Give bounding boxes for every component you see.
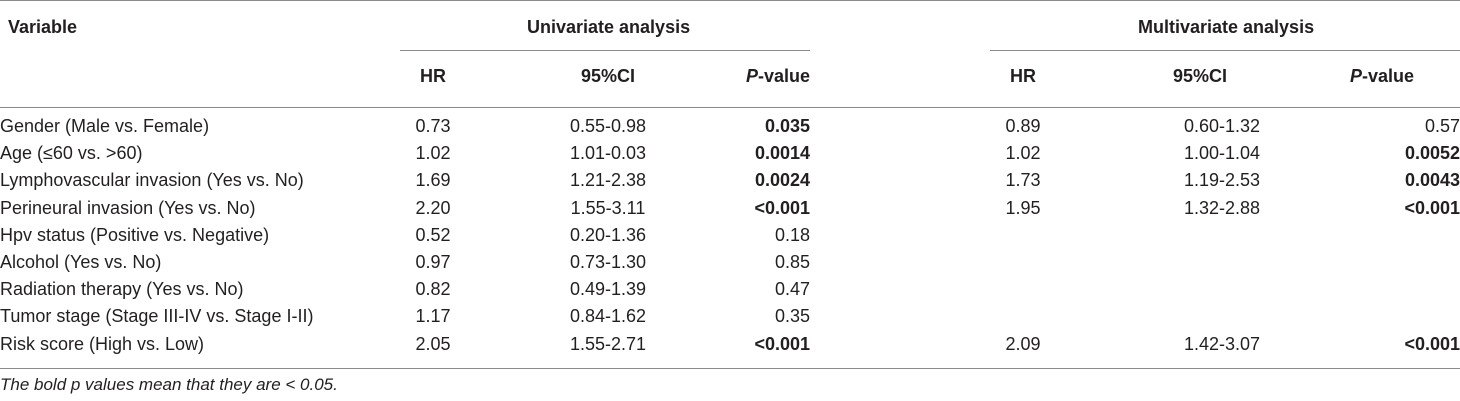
univariate-pvalue-cell: 0.47 [774,279,810,299]
univariate-hr-cell: 0.97 [415,252,451,272]
univariate-ci-cell: 0.84-1.62 [569,306,647,326]
univariate-hr-cell: 2.05 [415,334,451,354]
univariate-hr-cell: 1.69 [415,170,451,190]
univariate-ci-cell: 1.55-2.71 [569,334,647,354]
multivariate-pvalue-cell: <0.001 [1404,334,1460,354]
univariate-hr-cell: 2.20 [415,198,451,218]
row-variable-cell: Tumor stage (Stage III-IV vs. Stage I-II… [0,306,314,326]
univariate-pvalue-cell: 0.035 [764,116,810,136]
row-variable-cell: Alcohol (Yes vs. No) [0,252,162,272]
multivariate-ci-cell: 1.00-1.04 [1183,143,1260,163]
univariate-ci-header: 95%CI [580,66,636,86]
multivariate-pvalue-cell: <0.001 [1404,198,1460,218]
univariate-pvalue-cell: 0.0024 [754,170,810,190]
multivariate-pvalue-header: P-value [1349,66,1414,86]
multivariate-ci-cell: 1.42-3.07 [1183,334,1260,354]
row-variable-cell: Risk score (High vs. Low) [0,334,205,354]
table-top-rule [0,0,1460,1]
row-variable-cell: Age (≤60 vs. >60) [0,143,143,163]
variable-header: Variable [8,17,78,37]
univariate-header: Univariate analysis [527,17,691,37]
multivariate-hr-cell: 1.02 [1005,143,1041,163]
univariate-pvalue-cell: <0.001 [754,198,810,218]
multivariate-hr-cell: 2.09 [1005,334,1041,354]
multivariate-hr-header: HR [1010,66,1036,86]
univariate-hr-cell: 0.52 [415,225,451,245]
row-variable-cell: Lymphovascular invasion (Yes vs. No) [0,170,304,190]
univariate-hr-cell: 0.82 [415,279,451,299]
row-variable-cell: Radiation therapy (Yes vs. No) [0,279,244,299]
univariate-pvalue-header: P-value [745,66,810,86]
univariate-ci-cell: 1.01-0.03 [569,143,647,163]
univariate-hr-cell: 1.02 [415,143,451,163]
univariate-group-rule [400,50,810,51]
table-footnote: The bold p values mean that they are < 0… [0,375,338,394]
univariate-ci-cell: 0.49-1.39 [569,279,647,299]
univariate-pvalue-cell: <0.001 [754,334,810,354]
univariate-ci-cell: 1.55-3.11 [570,198,646,218]
multivariate-group-rule [990,50,1460,51]
univariate-hr-cell: 1.17 [415,306,451,326]
multivariate-header: Multivariate analysis [1138,17,1315,37]
univariate-hr-cell: 0.73 [415,116,451,136]
multivariate-ci-header: 95%CI [1172,66,1228,86]
multivariate-hr-cell: 0.89 [1005,116,1041,136]
multivariate-ci-cell: 0.60-1.32 [1183,116,1260,136]
multivariate-pvalue-cell: 0.57 [1424,116,1460,136]
univariate-ci-cell: 0.73-1.30 [569,252,647,272]
multivariate-ci-cell: 1.32-2.88 [1183,198,1260,218]
univariate-ci-cell: 1.21-2.38 [569,170,647,190]
univariate-hr-header: HR [420,66,446,86]
multivariate-hr-cell: 1.73 [1005,170,1041,190]
multivariate-hr-cell: 1.95 [1005,198,1041,218]
univariate-ci-cell: 0.20-1.36 [569,225,647,245]
row-variable-cell: Hpv status (Positive vs. Negative) [0,225,270,245]
table-bottom-rule [0,368,1460,369]
multivariate-pvalue-cell: 0.0043 [1404,170,1460,190]
univariate-pvalue-cell: 0.85 [774,252,810,272]
univariate-ci-cell: 0.55-0.98 [569,116,647,136]
row-variable-cell: Gender (Male vs. Female) [0,116,210,136]
univariate-pvalue-cell: 0.0014 [754,143,810,163]
header-bottom-rule [0,107,1460,108]
univariate-pvalue-cell: 0.18 [774,225,810,245]
multivariate-pvalue-cell: 0.0052 [1404,143,1460,163]
univariate-pvalue-cell: 0.35 [774,306,810,326]
multivariate-ci-cell: 1.19-2.53 [1183,170,1260,190]
row-variable-cell: Perineural invasion (Yes vs. No) [0,198,256,218]
